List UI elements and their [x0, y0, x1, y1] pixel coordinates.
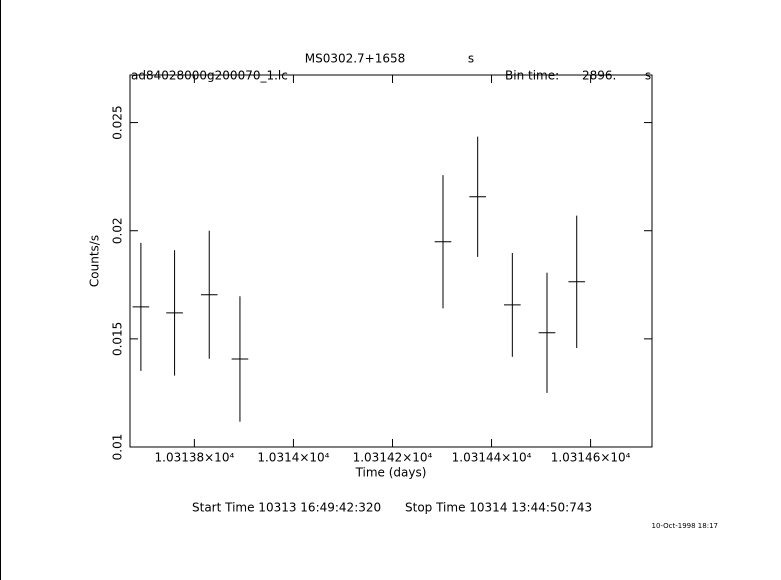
title-unit: s	[468, 52, 474, 66]
y-tick-label: 0.025	[111, 105, 125, 139]
plot-frame	[129, 74, 653, 448]
x-axis-label: Time (days)	[355, 466, 427, 480]
y-tick-label: 0.015	[111, 322, 125, 356]
x-tick-label: 1.03138×10⁴	[155, 451, 235, 465]
chart-title: MS0302.7+1658	[305, 52, 406, 66]
y-axis-label: Counts/s	[88, 235, 102, 287]
x-tick-label: 1.03146×10⁴	[551, 451, 631, 465]
x-tick-label: 1.03144×10⁴	[452, 451, 532, 465]
y-tick-label: 0.02	[111, 217, 125, 244]
x-tick-label: 1.03142×10⁴	[353, 451, 433, 465]
stop-time: Stop Time 10314 13:44:50:743	[405, 501, 592, 515]
timestamp: 10-Oct-1998 18:17	[652, 522, 718, 530]
y-tick-label: 0.01	[111, 434, 125, 461]
start-time: Start Time 10313 16:49:42:320	[192, 501, 381, 515]
x-tick-label: 1.0314×10⁴	[257, 451, 329, 465]
